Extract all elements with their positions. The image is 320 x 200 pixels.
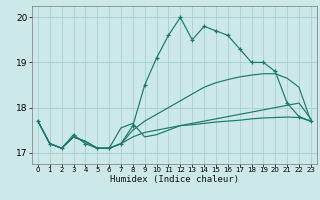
X-axis label: Humidex (Indice chaleur): Humidex (Indice chaleur) xyxy=(110,175,239,184)
